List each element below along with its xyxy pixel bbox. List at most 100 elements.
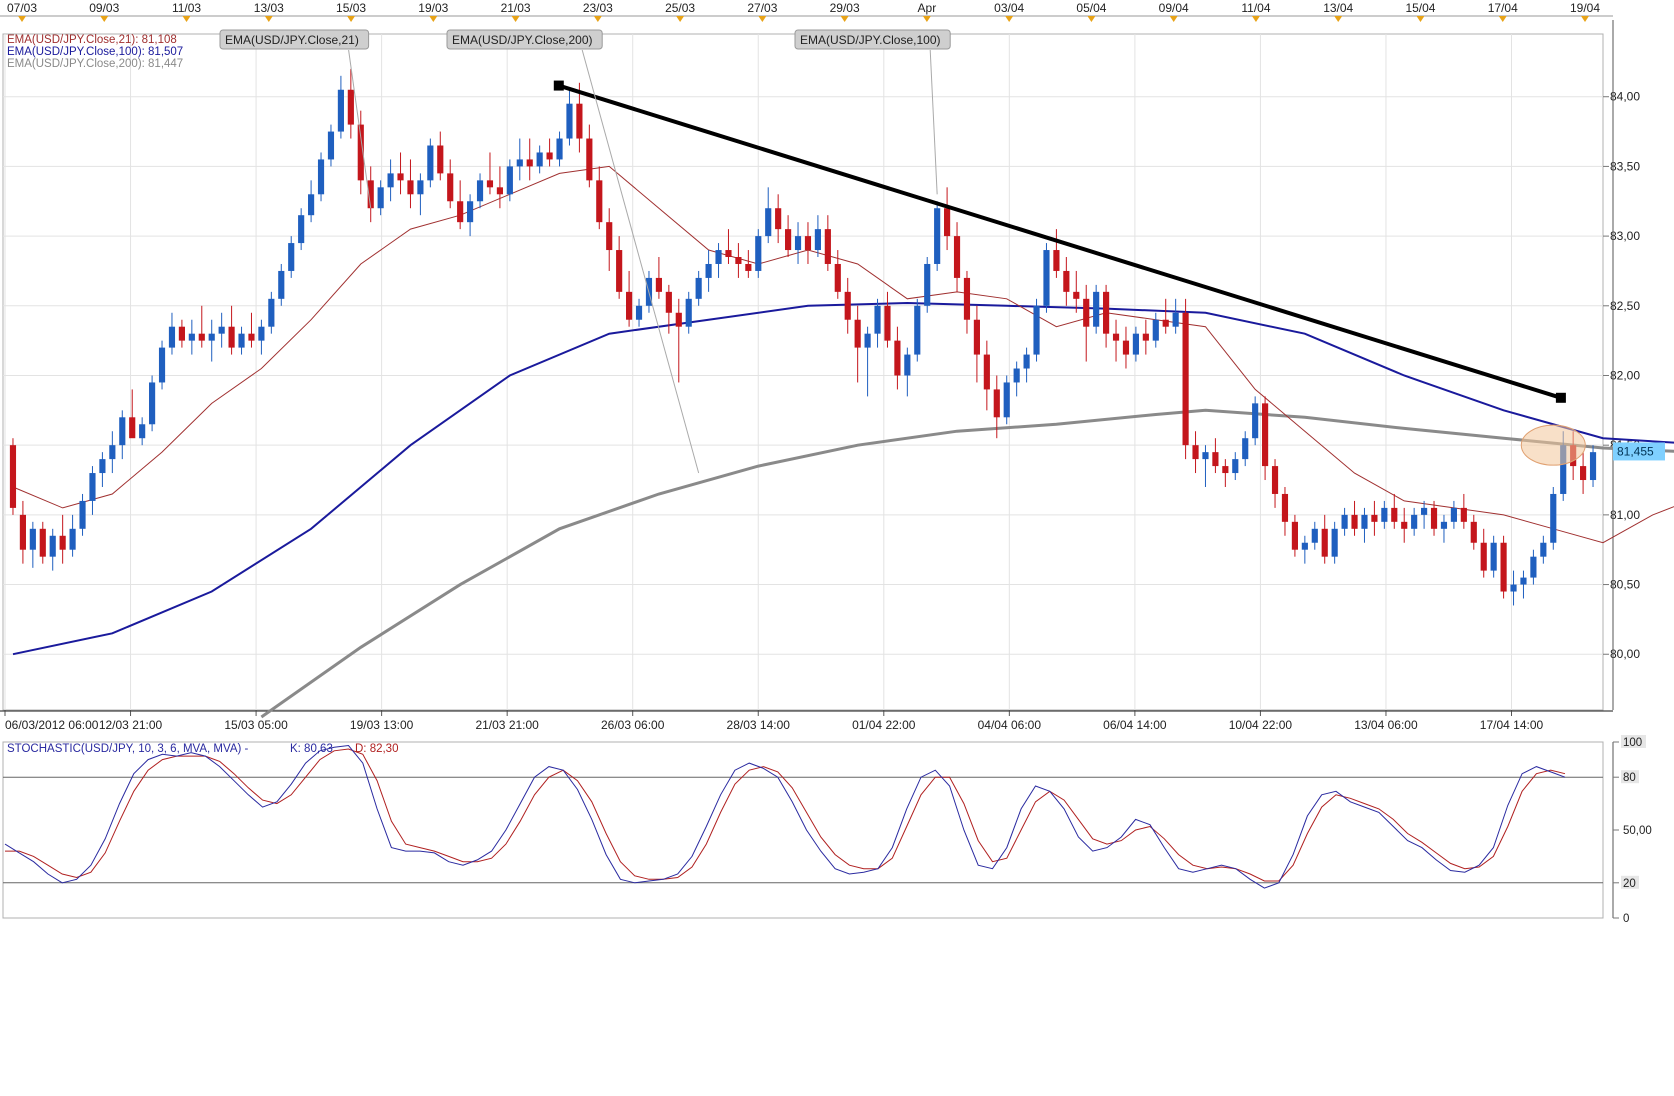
- candle-bull: [1331, 528, 1338, 557]
- candle-bull: [1252, 403, 1259, 439]
- candle-bull: [1242, 438, 1249, 460]
- candle-bear: [745, 263, 752, 271]
- candle-bull: [377, 187, 384, 209]
- callout-label: EMA(USD/JPY.Close,200): [452, 33, 593, 47]
- candle-bear: [824, 229, 831, 264]
- callout-box: [219, 29, 370, 50]
- candle-bull: [218, 326, 225, 334]
- candle-bear: [447, 173, 454, 202]
- candle-bear: [347, 89, 354, 125]
- chart-root: 07/03 09/03 11/03 13/03 15/03 19/03 21/03 23/03…: [0, 0, 1674, 925]
- candle-bull: [705, 263, 712, 278]
- candle-bear: [1271, 466, 1279, 494]
- stoch-axis-label: 20: [1623, 878, 1636, 890]
- price-axis-label: 81,00: [1610, 508, 1640, 522]
- candle-bull: [1490, 542, 1497, 571]
- candle-bear: [1480, 542, 1487, 571]
- highlight-ellipse: [1520, 424, 1586, 466]
- candle-bull: [317, 159, 325, 195]
- last-price-tag: [1613, 442, 1665, 461]
- candle-bear: [1351, 514, 1358, 529]
- candle-bear: [367, 180, 374, 209]
- candle-bull: [1550, 493, 1557, 543]
- candle-bear: [1182, 312, 1189, 446]
- candle-bear: [596, 180, 603, 223]
- candle-bull: [1043, 250, 1050, 306]
- candle-bear: [1391, 507, 1398, 522]
- candle-bear: [1262, 403, 1269, 467]
- event-marker-icon: [264, 16, 273, 22]
- event-marker-icon: [1251, 16, 1260, 22]
- stoch-d-line: [5, 748, 1566, 882]
- price-axis-label: 80,50: [1610, 578, 1640, 592]
- candle-bull: [516, 159, 523, 167]
- candle-bear: [1103, 291, 1110, 334]
- event-marker-icon: [182, 16, 191, 22]
- candle-bull: [476, 180, 484, 202]
- candle-bull: [506, 166, 513, 195]
- price-axis-label: 82,50: [1610, 299, 1640, 313]
- top-date-label: 25/03: [665, 1, 695, 15]
- top-date-label: 15/03: [336, 1, 366, 15]
- candle-bear: [854, 319, 861, 348]
- candle-bull: [268, 298, 275, 327]
- candle-bear: [1083, 298, 1090, 327]
- candle-bull: [298, 215, 305, 244]
- candle-bear: [775, 208, 782, 230]
- top-date-label: 23/03: [583, 1, 613, 15]
- price-axis-label: 83,50: [1610, 159, 1640, 173]
- candle-bull: [715, 250, 722, 264]
- candle-bear: [457, 201, 464, 223]
- candle-bear: [437, 145, 444, 174]
- candle-bull: [149, 382, 156, 425]
- stoch-k-label: K: 80,63: [290, 743, 333, 755]
- top-date-label: 27/03: [747, 1, 777, 15]
- legend-item-ema100: EMA(USD/JPY.Close,100): 81,507: [7, 46, 183, 58]
- time-axis-label: 21/03 21:00: [475, 718, 539, 732]
- stoch-legend-label: STOCHASTIC(USD/JPY, 10, 3, 6, MVA, MVA) …: [7, 743, 249, 755]
- candle-bear: [496, 187, 503, 195]
- candle-bear: [248, 333, 255, 341]
- event-marker-icon: [1581, 16, 1589, 22]
- stoch-level-box: [1621, 735, 1646, 748]
- candle-bear: [834, 263, 841, 292]
- candle-bear: [1470, 521, 1477, 543]
- candle-bear: [626, 291, 633, 320]
- candle-bear: [1212, 452, 1219, 467]
- candle-bear: [665, 291, 672, 313]
- top-date-label: 19/04: [1570, 1, 1600, 15]
- candle-bull: [924, 263, 931, 306]
- top-date-label: 13/03: [254, 1, 284, 15]
- stoch-axis-label: 80: [1623, 772, 1636, 784]
- candle-bear: [973, 319, 980, 355]
- candle-bull: [755, 236, 762, 271]
- candle-bear: [963, 277, 971, 320]
- candle-bear: [616, 250, 623, 292]
- top-date-label: 19/03: [418, 1, 448, 15]
- price-axis-label: 83,00: [1610, 229, 1640, 243]
- candle-bull: [566, 103, 573, 139]
- candle-bear: [655, 277, 662, 292]
- trendline-handle-start: [553, 80, 564, 91]
- candle-bull: [1450, 507, 1457, 522]
- candle-bull: [536, 152, 543, 167]
- event-marker-icon: [347, 16, 356, 22]
- candle-bear: [894, 340, 901, 376]
- price-panel-frame: [2, 33, 1604, 711]
- candle-bear: [19, 514, 26, 550]
- candle-bull: [238, 333, 245, 348]
- candle-bull: [864, 333, 871, 348]
- candle-bear: [576, 103, 583, 139]
- callout-leader-line: [929, 49, 938, 195]
- candle-bull: [1361, 514, 1368, 529]
- top-date-label: 09/03: [89, 1, 119, 15]
- candle-bull: [119, 417, 126, 446]
- candle-bear: [397, 173, 404, 181]
- price-axis-label: 80,00: [1610, 647, 1640, 661]
- candle-bull: [427, 145, 434, 181]
- candle-bull: [109, 445, 116, 460]
- candle-bear: [1073, 291, 1080, 299]
- price-axis-label: 84,00: [1610, 90, 1640, 104]
- stoch-axis-label: 50,00: [1623, 825, 1652, 837]
- candle-bull: [1202, 452, 1209, 460]
